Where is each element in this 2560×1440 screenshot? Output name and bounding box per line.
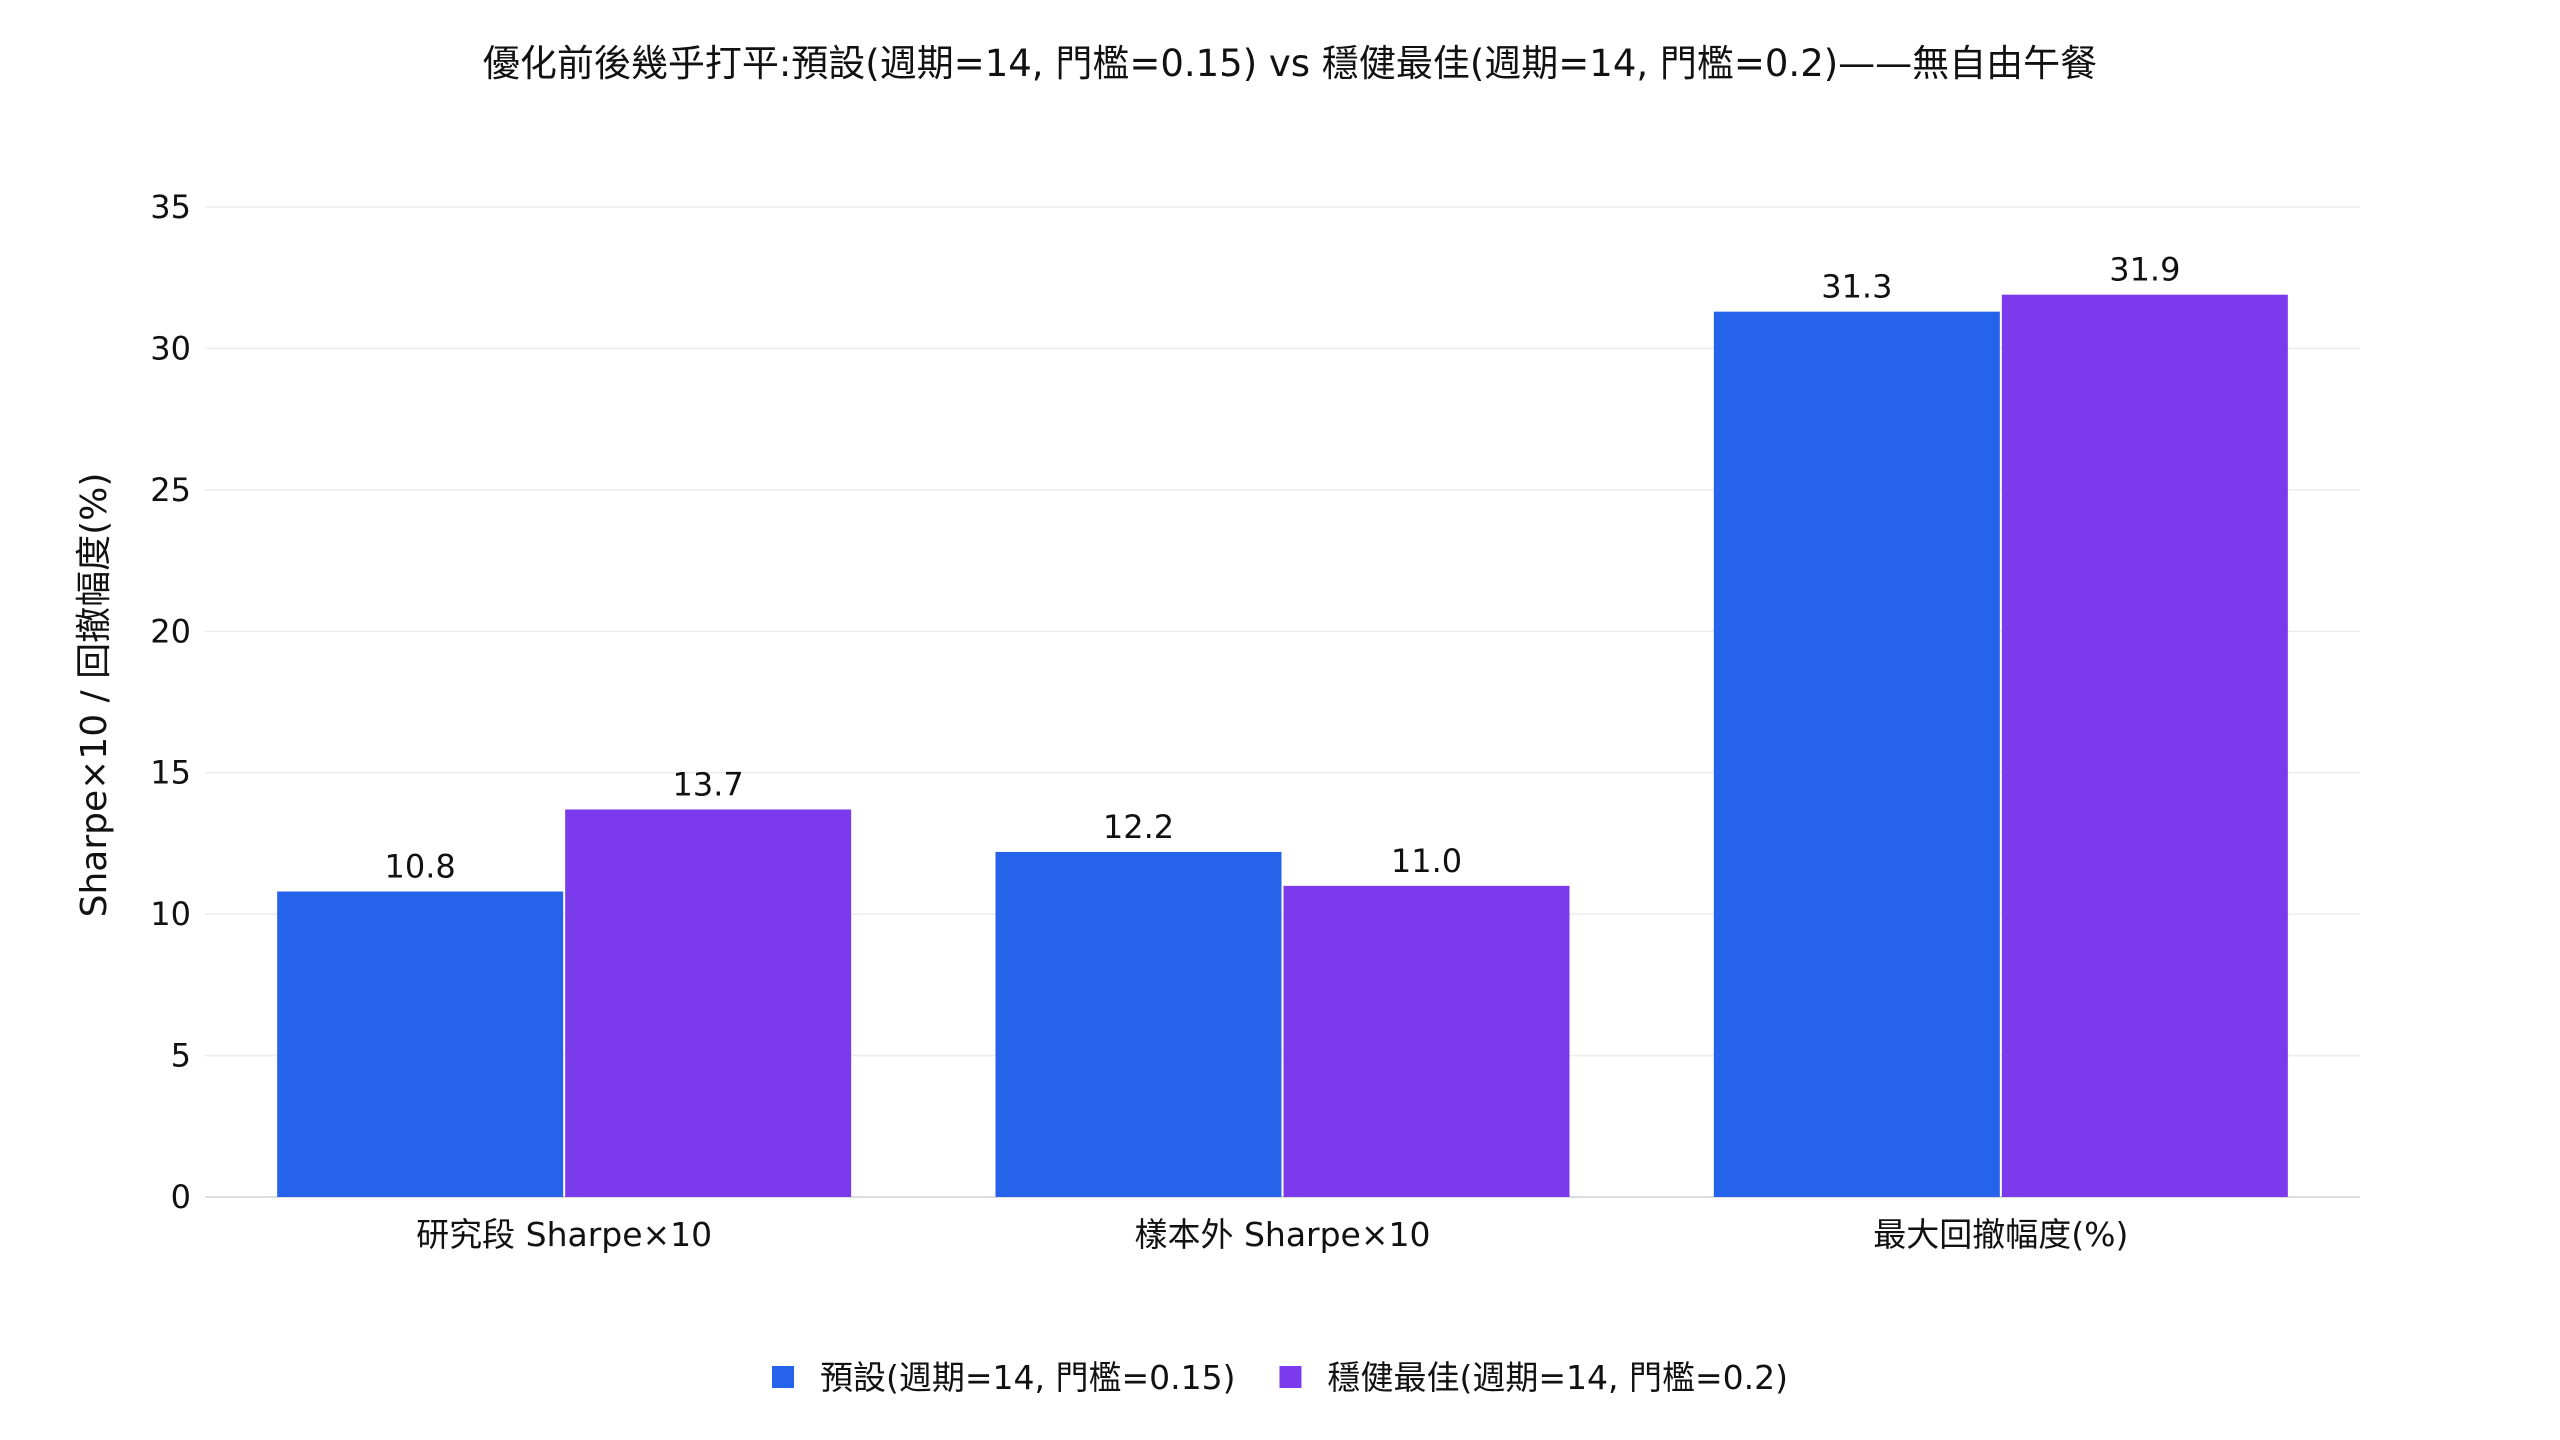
bar-value-label: 31.9	[2109, 251, 2180, 289]
bar-value-label: 10.8	[385, 848, 456, 886]
x-axis-categories: 研究段 Sharpe×10 樣本外 Sharpe×10 最大回撤幅度(%)	[416, 1215, 2128, 1254]
legend-item: 穩健最佳(週期=14, 門檻=0.2)	[1279, 1358, 1788, 1397]
legend-label: 穩健最佳(週期=14, 門檻=0.2)	[1327, 1358, 1788, 1397]
y-tick-label: 20	[150, 612, 191, 650]
y-tick-label: 35	[150, 188, 191, 226]
bar-series-1	[995, 851, 1282, 1197]
legend: 預設(週期=14, 門檻=0.15) 穩健最佳(週期=14, 門檻=0.2)	[771, 1358, 1788, 1397]
x-category-label: 最大回撤幅度(%)	[1873, 1215, 2128, 1254]
gridlines	[205, 206, 2360, 1198]
y-axis-title: Sharpe×10 / 回撤幅度(%)	[74, 473, 115, 918]
legend-swatch	[1279, 1366, 1302, 1388]
bar-value-label: 31.3	[1821, 268, 1892, 306]
y-axis-ticks: 0 5 10 15 20 25 30 35	[150, 188, 191, 1216]
bar-series-1	[277, 891, 564, 1197]
y-tick-label: 10	[150, 895, 191, 933]
y-tick-label: 15	[150, 754, 191, 792]
bar-series-1	[1713, 311, 2000, 1198]
legend-label: 預設(週期=14, 門檻=0.15)	[820, 1358, 1236, 1397]
chart-title: 優化前後幾乎打平:預設(週期=14, 門檻=0.15) vs 穩健最佳(週期=1…	[483, 42, 2097, 85]
bar-value-label: 13.7	[673, 765, 744, 803]
bar-series-2	[2001, 294, 2288, 1198]
x-category-label: 樣本外 Sharpe×10	[1134, 1215, 1430, 1254]
bar-value-label: 11.0	[1391, 842, 1462, 880]
legend-item: 預設(週期=14, 門檻=0.15)	[771, 1358, 1236, 1397]
x-category-label: 研究段 Sharpe×10	[416, 1215, 712, 1254]
y-tick-label: 30	[150, 329, 191, 367]
legend-swatch	[771, 1366, 794, 1388]
y-tick-label: 0	[171, 1178, 191, 1216]
y-tick-label: 25	[150, 471, 191, 509]
bar-value-label: 12.2	[1103, 808, 1174, 846]
bar-series-2	[565, 809, 852, 1197]
data-labels: 10.8 13.7 12.2 11.0 31.3 31.9	[385, 251, 2181, 886]
bar-series-2	[1283, 885, 1570, 1197]
bars	[277, 294, 2288, 1198]
y-tick-label: 5	[171, 1037, 191, 1075]
